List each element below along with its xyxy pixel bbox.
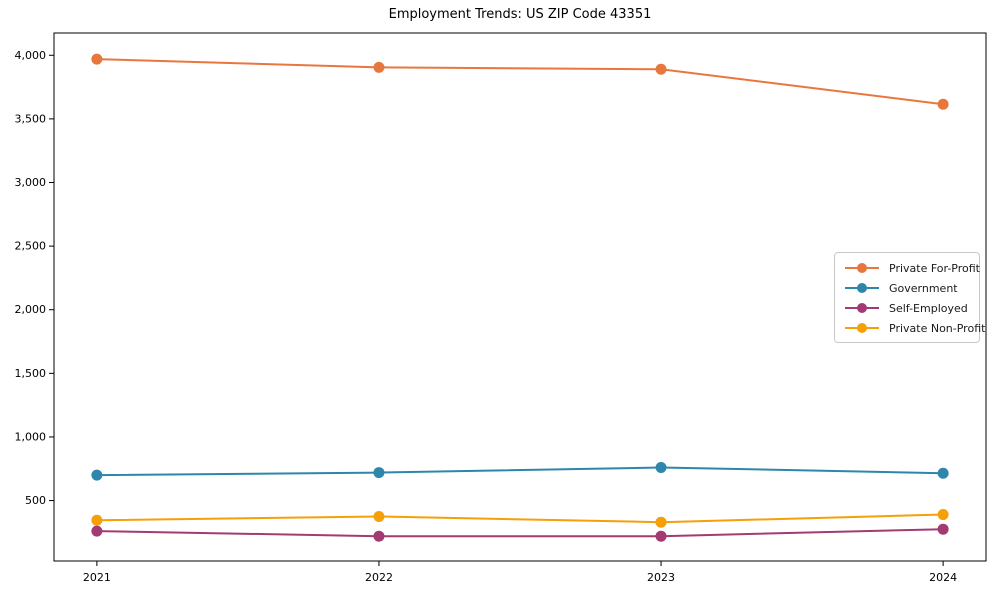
series-line-private-for-profit [96, 58, 944, 106]
data-point-private-for-profit [373, 61, 385, 73]
data-point-private-non-profit [655, 516, 667, 528]
legend-label: Government [889, 281, 958, 295]
series-line-government [96, 466, 944, 477]
data-point-self-employed [937, 523, 949, 535]
series-line-self-employed [96, 528, 944, 538]
data-point-self-employed [373, 530, 385, 542]
axes-frame [53, 32, 987, 562]
data-point-private-for-profit [91, 53, 103, 65]
legend-line-marker-icon [845, 303, 879, 313]
x-axis-tick-label: 2022 [365, 571, 393, 584]
data-point-private-for-profit [655, 63, 667, 75]
y-axis-tick-label: 2,000 [15, 303, 47, 316]
data-point-private-non-profit [937, 509, 949, 521]
x-axis-tick-label: 2021 [83, 571, 111, 584]
series-line-private-non-profit [96, 513, 944, 524]
y-axis-tick-label: 3,000 [15, 176, 47, 189]
legend-entry-private-for-profit: Private For-Profit [844, 258, 980, 278]
x-axis-tick-label: 2023 [647, 571, 675, 584]
legend: Private For-Profit Government Self-Employe… [834, 252, 985, 343]
y-axis-tick-label: 1,500 [15, 367, 47, 380]
y-axis-tick-label: 500 [25, 494, 46, 507]
data-point-government [937, 467, 949, 479]
data-point-private-non-profit [373, 510, 385, 522]
data-point-self-employed [655, 530, 667, 542]
legend-label: Self-Employed [889, 301, 968, 315]
legend-entry-private-non-profit: Private Non-Profit [844, 318, 985, 338]
legend-line-marker-icon [845, 283, 879, 293]
y-axis-tick-label: 4,000 [15, 49, 47, 62]
data-point-government [373, 467, 385, 479]
legend-entry-government: Government [844, 278, 971, 298]
legend-label: Private Non-Profit [889, 321, 986, 335]
data-point-government [655, 461, 667, 473]
legend-label: Private For-Profit [889, 261, 980, 275]
legend-line-marker-icon [845, 263, 879, 273]
chart-title: Employment Trends: US ZIP Code 43351 [388, 7, 652, 22]
legend-entry-self-employed: Self-Employed [844, 298, 971, 318]
y-axis-tick-label: 1,000 [15, 430, 47, 443]
legend-line-marker-icon [845, 323, 879, 333]
y-axis-tick-label: 3,500 [15, 112, 47, 125]
data-point-self-employed [91, 525, 103, 537]
data-point-government [91, 469, 103, 481]
data-point-private-non-profit [91, 514, 103, 526]
x-axis-tick-label: 2024 [929, 571, 957, 584]
y-axis-tick-label: 2,500 [15, 240, 47, 253]
data-point-private-for-profit [937, 98, 949, 110]
